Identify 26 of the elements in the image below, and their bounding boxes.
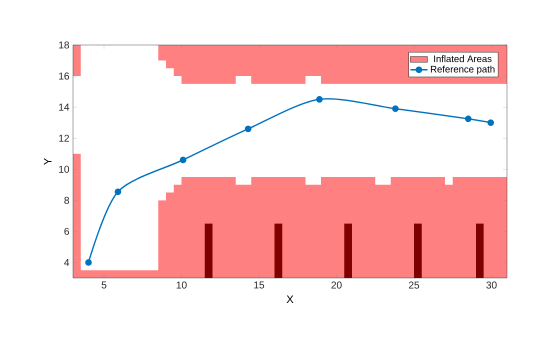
y-tick-label: 12 [59, 134, 69, 142]
legend-label: Inflated Areas [434, 55, 492, 62]
x-tick-label: 30 [486, 282, 497, 289]
point [316, 96, 323, 103]
legend-label: Reference path [430, 66, 494, 74]
point [487, 119, 494, 126]
y-tick-label: 8 [64, 196, 70, 204]
y-tick-label: 4 [64, 259, 70, 266]
x-axis-title: X [286, 295, 294, 304]
point [392, 105, 399, 112]
x-tick-label: 5 [102, 282, 106, 288]
y-tick-label: 16 [59, 72, 70, 80]
point [114, 188, 122, 196]
y-tick-label: 6 [64, 228, 70, 235]
x-tick-label: 25 [408, 282, 420, 289]
y-tick-label: 18 [59, 41, 70, 49]
point [244, 126, 252, 132]
y-tick-label: 14 [59, 104, 70, 111]
point [464, 115, 472, 122]
point [180, 156, 186, 164]
x-tick-label: 15 [254, 282, 264, 288]
x-tick-label: 20 [331, 282, 342, 289]
point [85, 259, 92, 266]
x-tick-label: 10 [176, 282, 187, 289]
y-tick-label: 10 [59, 166, 70, 173]
y-axis-title: Y [44, 158, 52, 165]
